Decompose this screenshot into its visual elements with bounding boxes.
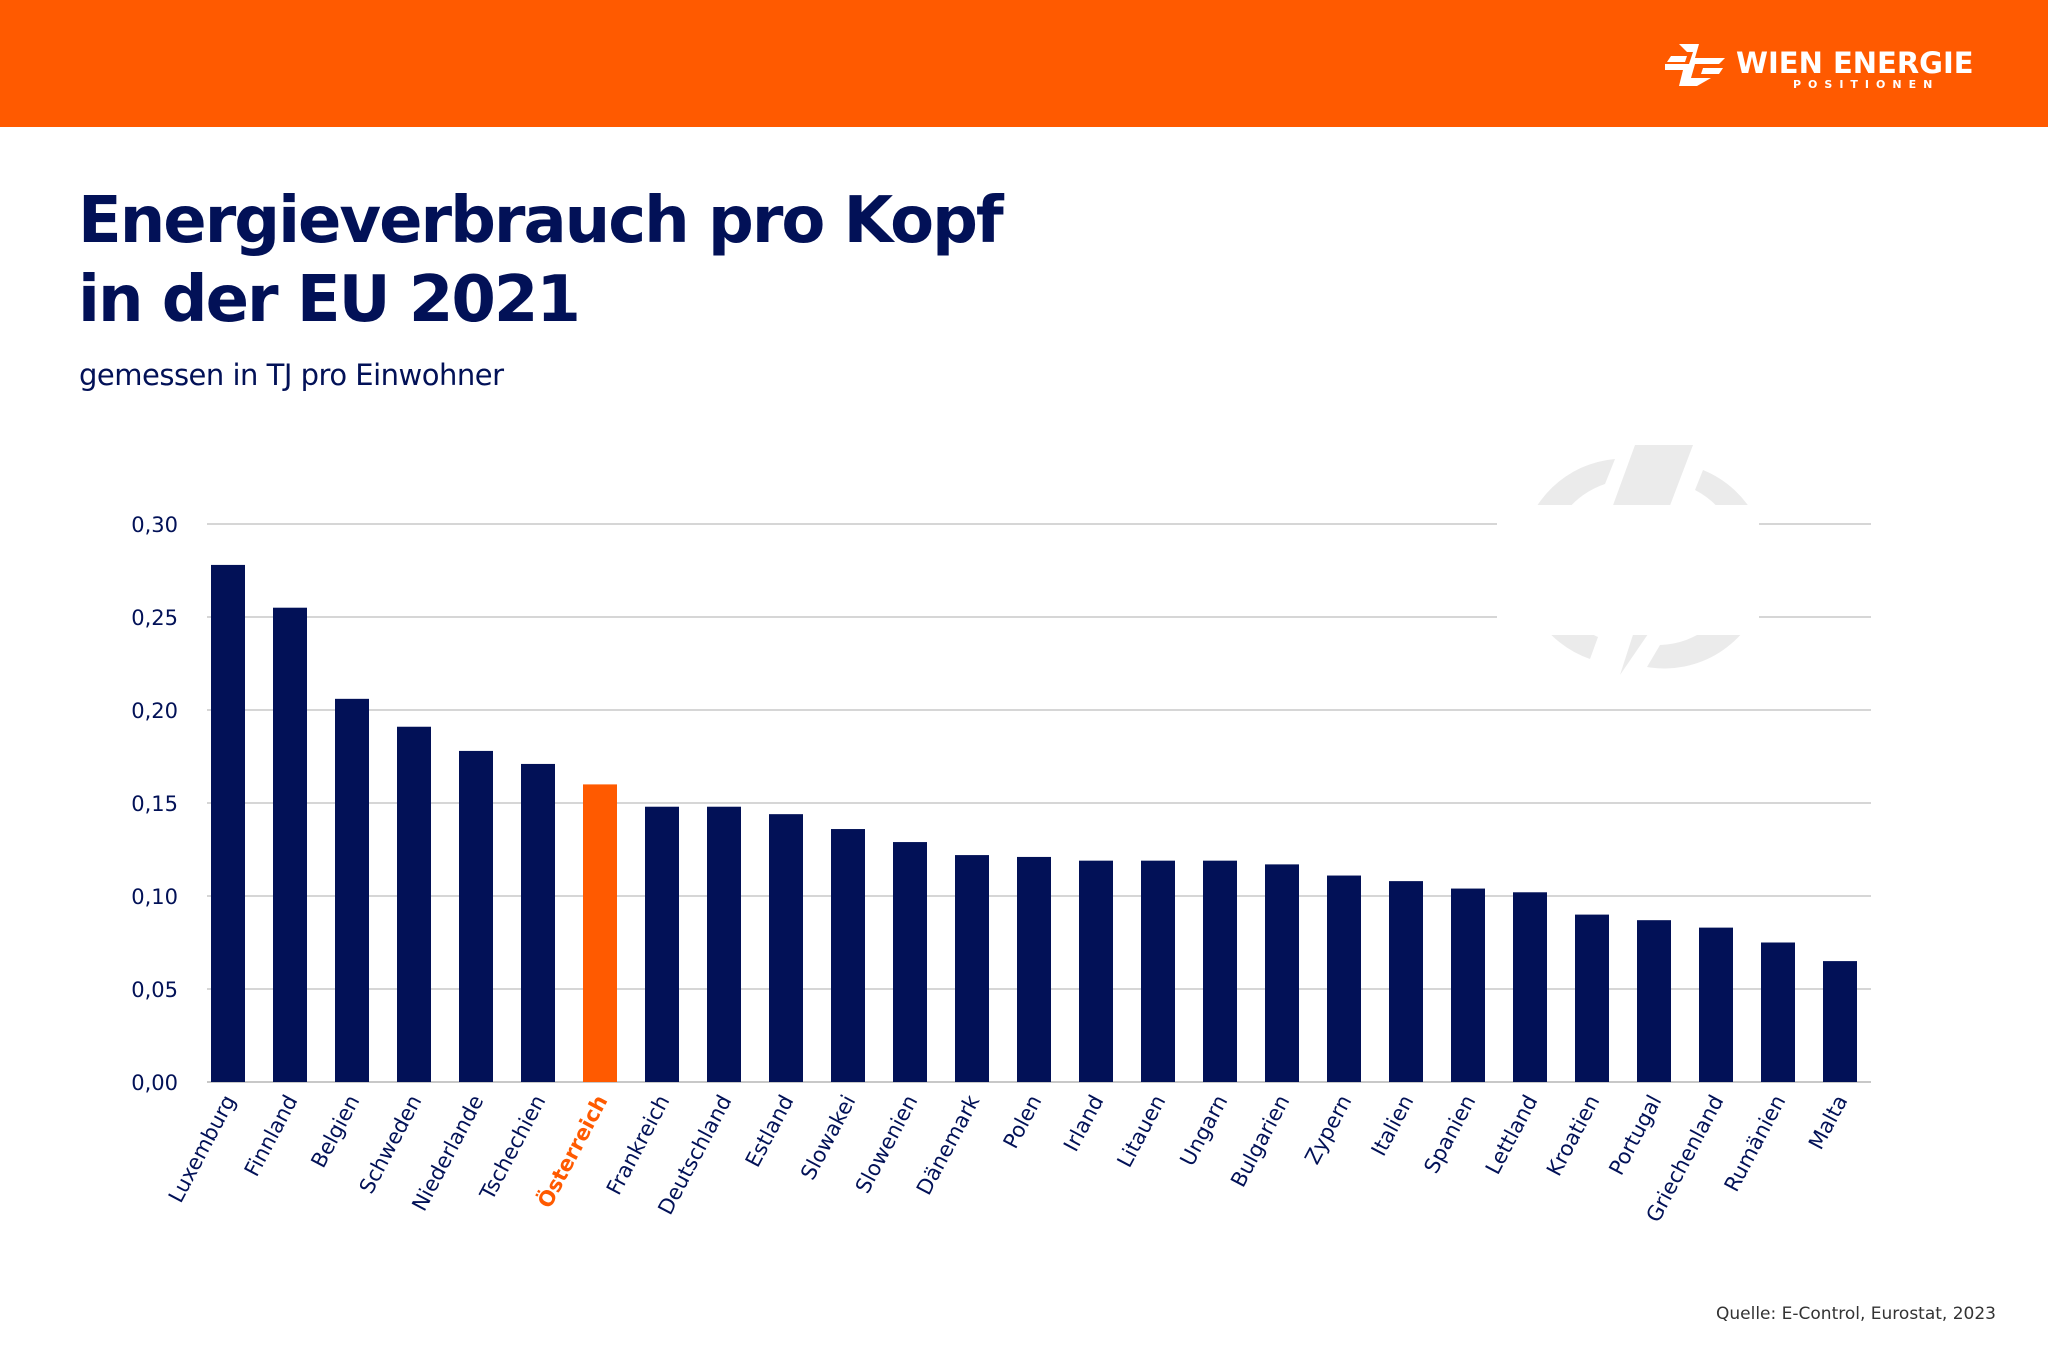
bar-ungarn — [1203, 860, 1237, 1082]
x-tick-label: Schweden — [355, 1091, 427, 1197]
bar-schweden — [397, 726, 431, 1082]
bar-niederlande — [459, 750, 493, 1082]
bar-slowenien — [893, 842, 927, 1082]
bar-italien — [1389, 881, 1423, 1082]
bar-estland — [769, 814, 803, 1082]
bar-belgien — [335, 698, 369, 1082]
bar-deutschland — [707, 806, 741, 1082]
x-tick-label: Slowenien — [851, 1091, 923, 1197]
bar-malta — [1823, 961, 1857, 1082]
header-bar: WIEN ENERGIE POSITIONEN — [0, 0, 2048, 127]
x-tick-label: Spanien — [1419, 1091, 1480, 1177]
bar-bulgarien — [1265, 864, 1299, 1082]
brand-subtitle: POSITIONEN — [1793, 78, 1940, 91]
x-tick-label: Polen — [999, 1091, 1047, 1152]
x-tick-label: Ungarn — [1175, 1091, 1232, 1170]
source-note: Quelle: E-Control, Eurostat, 2023 — [1716, 1304, 1996, 1324]
x-tick-label: Belgien — [306, 1091, 364, 1172]
x-tick-label: Rumänien — [1720, 1091, 1791, 1196]
bar-tschechien — [521, 763, 555, 1082]
x-tick-label: Kroatien — [1542, 1091, 1604, 1180]
y-tick-label: 0,30 — [131, 513, 178, 537]
x-tick-label: Portugal — [1604, 1091, 1666, 1179]
y-axis-ticks: 0,00 0,05 0,10 0,15 0,20 0,25 0,30 — [131, 513, 178, 1095]
y-tick-label: 0,00 — [131, 1071, 178, 1095]
y-tick-label: 0,25 — [131, 606, 178, 630]
bar-litauen — [1141, 860, 1175, 1082]
y-tick-label: 0,15 — [131, 792, 178, 816]
bar-chart: 0,00 0,05 0,10 0,15 0,20 0,25 0,30 Luxemburg Fi… — [131, 505, 1871, 1227]
x-tick-label: Italien — [1367, 1091, 1419, 1160]
x-tick-label: Finnland — [240, 1091, 303, 1180]
bar-zypern — [1327, 875, 1361, 1082]
bar-portugal — [1637, 920, 1671, 1082]
x-axis-labels: Luxemburg Finnland BelgienSchwedenNiederla… — [164, 1090, 1853, 1226]
bar-frankreich — [645, 806, 679, 1082]
wien-energie-logo: WIEN ENERGIE POSITIONEN — [1665, 44, 1995, 94]
bar-kroatien — [1575, 914, 1609, 1082]
watermark-backdrop — [1497, 505, 1759, 635]
x-tick-label: Dänemark — [912, 1090, 985, 1199]
bar-lettland — [1513, 892, 1547, 1082]
x-tick-label: Malta — [1804, 1091, 1852, 1153]
bar-dänemark — [955, 855, 989, 1082]
x-tick-label: Luxemburg — [164, 1091, 241, 1206]
x-tick-label: Zypern — [1300, 1091, 1356, 1168]
bar-luxemburg — [211, 564, 245, 1082]
y-tick-label: 0,05 — [131, 978, 178, 1002]
x-tick-label: Estland — [741, 1091, 799, 1171]
bar-spanien — [1451, 888, 1485, 1082]
brand-name: WIEN ENERGIE — [1736, 46, 1974, 80]
title-line-1: Energieverbrauch pro Kopf — [78, 184, 1004, 258]
y-tick-label: 0,20 — [131, 699, 178, 723]
bars — [211, 564, 1857, 1082]
bar-irland — [1079, 860, 1113, 1082]
bar-slowakei — [831, 829, 865, 1082]
logo-mark-icon — [1665, 44, 1725, 86]
bar-griechenland — [1699, 927, 1733, 1082]
x-tick-label: Litauen — [1113, 1091, 1171, 1171]
x-tick-label: Bulgarien — [1226, 1091, 1294, 1191]
x-tick-label: Frankreich — [602, 1091, 675, 1199]
chart-subtitle: gemessen in TJ pro Einwohner — [79, 358, 504, 392]
title-line-2: in der EU 2021 — [78, 263, 581, 337]
page-title: Energieverbrauch pro Kopf in der EU 2021 — [78, 182, 1004, 340]
bar-rumänien — [1761, 942, 1795, 1082]
bar-polen — [1017, 856, 1051, 1082]
bar-österreich — [583, 784, 617, 1082]
y-tick-label: 0,10 — [131, 885, 178, 909]
bar-finnland — [273, 607, 307, 1082]
x-tick-label: Irland — [1059, 1091, 1108, 1155]
x-tick-label: Lettland — [1481, 1091, 1543, 1178]
x-tick-label: Slowakei — [796, 1091, 860, 1184]
